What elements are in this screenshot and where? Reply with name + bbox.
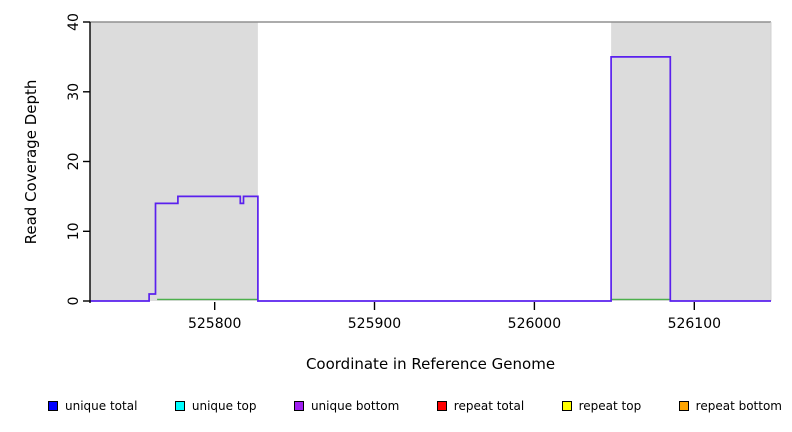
- legend-item-repeat-bottom: repeat bottom: [678, 399, 782, 413]
- y-tick-label: 0: [66, 297, 82, 306]
- legend-label-unique-top: unique top: [191, 399, 257, 413]
- legend-label-repeat-total: repeat total: [453, 399, 525, 413]
- legend-item-unique-bottom: unique bottom: [293, 399, 400, 413]
- legend-swatch-repeat-top: [561, 401, 572, 411]
- legend-swatch-unique-bottom: [293, 401, 304, 411]
- x-tick-label: 526100: [668, 316, 721, 332]
- legend-swatch-repeat-total: [436, 401, 447, 411]
- legend-swatch-repeat-bottom: [678, 401, 689, 411]
- legend: unique total unique top unique bottom repea…: [48, 399, 782, 413]
- masked-region: [611, 22, 771, 301]
- y-tick-label: 40: [66, 13, 82, 31]
- y-tick-label: 10: [66, 222, 82, 240]
- legend-item-repeat-top: repeat top: [561, 399, 642, 413]
- x-tick-label: 526000: [508, 316, 561, 332]
- x-tick-label: 525900: [348, 316, 401, 332]
- x-tick-label: 525800: [188, 316, 241, 332]
- legend-label-repeat-bottom: repeat bottom: [695, 399, 782, 413]
- x-axis-label: Coordinate in Reference Genome: [305, 355, 556, 373]
- y-tick-label: 30: [66, 83, 82, 101]
- plot-area: 0 10 20 30 40 525800 525900 526000 526100: [66, 13, 772, 332]
- legend-label-unique-bottom: unique bottom: [310, 399, 400, 413]
- legend-label-unique-total: unique total: [65, 399, 138, 413]
- legend-swatch-unique-total: [48, 401, 58, 411]
- masked-region: [90, 22, 258, 301]
- legend-label-repeat-top: repeat top: [578, 399, 642, 413]
- legend-item-unique-total: unique total: [48, 399, 137, 413]
- y-tick-label: 20: [66, 153, 82, 171]
- legend-item-unique-top: unique top: [174, 399, 257, 413]
- y-axis-label: Read Coverage Depth: [22, 79, 40, 245]
- legend-item-repeat-total: repeat total: [436, 399, 525, 413]
- legend-swatch-unique-top: [174, 401, 185, 411]
- series-unique-bottom: [90, 56, 771, 302]
